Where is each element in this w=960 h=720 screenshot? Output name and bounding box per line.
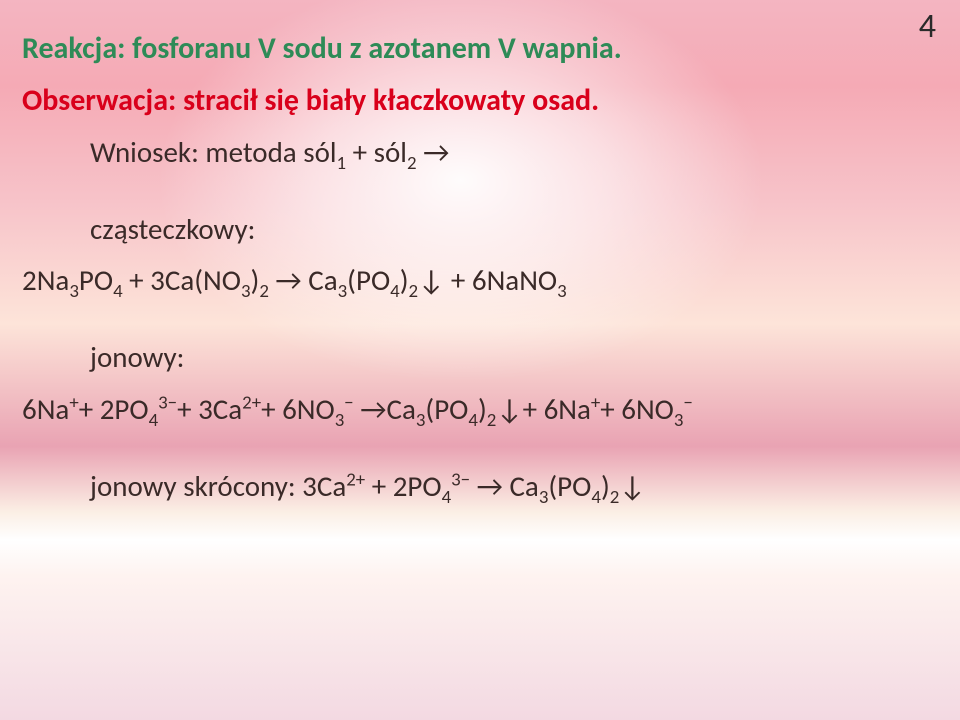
sub: 4 [149, 408, 159, 431]
sup: 3− [451, 468, 470, 491]
eq-text: ↓+ 6Na [496, 391, 591, 427]
label-net-ionic: jonowy skrócony: [90, 468, 302, 504]
sub: 4 [442, 486, 452, 509]
eq-text: + 2PO [365, 468, 441, 504]
eq-text: ) [478, 391, 487, 427]
sub-2: 2 [407, 152, 417, 175]
equation-molecular: 2Na3PO4 + 3Ca(NO3)2 → Ca3(PO4)2↓ + 6NaNO… [22, 261, 938, 300]
sub: 2 [487, 408, 497, 431]
label-molecular: cząsteczkowy: [22, 210, 938, 249]
eq-text: (PO [548, 468, 591, 504]
eq-text: 6Na [22, 391, 69, 427]
conclusion-plus: + sól [346, 134, 407, 170]
eq-text: + 3Ca [177, 391, 242, 427]
sub: 3 [338, 280, 348, 303]
sub: 3 [416, 408, 426, 431]
eq-text: (PO [347, 262, 390, 298]
sub: 3 [557, 280, 567, 303]
sub-1: 1 [337, 152, 347, 175]
sup: 2+ [346, 468, 365, 491]
slide-number: 4 [919, 6, 936, 47]
title-observation: Obserwacja: stracił się biały kłaczkowat… [22, 82, 938, 120]
eq-text: 2Na [22, 262, 69, 298]
eq-text: ↓ [619, 468, 645, 504]
sup: 2+ [242, 391, 261, 414]
eq-text: + 6NO [600, 391, 674, 427]
eq-text: ↓ + 6NaNO [418, 262, 557, 298]
eq-text: 3Ca [302, 468, 346, 504]
equation-net-ionic: jonowy skrócony: 3Ca2+ + 2PO43− → Ca3(PO… [22, 467, 938, 506]
title-reaction: Reakcja: fosforanu V sodu z azotanem V w… [22, 30, 938, 68]
eq-text: (PO [425, 391, 468, 427]
eq-text: + 2PO [79, 391, 149, 427]
sub: 3 [241, 280, 251, 303]
sup: − [683, 391, 692, 414]
sub: 2 [409, 280, 419, 303]
sub: 3 [539, 486, 549, 509]
sub: 4 [390, 280, 400, 303]
sup: 3− [158, 391, 177, 414]
conclusion-line: Wniosek: metoda sól1 + sól2 → [22, 133, 938, 172]
eq-text: + 3Ca(NO [123, 262, 241, 298]
eq-text: →Ca [354, 391, 416, 427]
equation-ionic: 6Na++ 2PO43−+ 3Ca2++ 6NO3− →Ca3(PO4)2↓+ … [22, 390, 938, 429]
eq-text: ) [400, 262, 409, 298]
eq-text: → Ca [470, 468, 539, 504]
eq-text: ) [601, 468, 610, 504]
sup: + [69, 391, 78, 414]
sub: 4 [113, 280, 123, 303]
sub: 2 [259, 280, 269, 303]
sub: 4 [468, 408, 478, 431]
sub: 3 [69, 280, 79, 303]
conclusion-arrow: → [417, 134, 450, 170]
eq-text: → Ca [269, 262, 338, 298]
spacer [22, 184, 938, 210]
conclusion-prefix: Wniosek: metoda sól [90, 134, 337, 170]
sub: 4 [591, 486, 601, 509]
sup: − [344, 391, 353, 414]
eq-text: + 6NO [261, 391, 335, 427]
eq-text: PO [79, 262, 113, 298]
label-ionic: jonowy: [22, 338, 938, 377]
spacer [22, 312, 938, 338]
sub: 2 [610, 486, 620, 509]
slide: 4 Reakcja: fosforanu V sodu z azotanem V… [0, 0, 960, 720]
eq-text: ) [251, 262, 260, 298]
sub: 3 [335, 408, 345, 431]
sup: + [591, 391, 600, 414]
spacer [22, 441, 938, 467]
